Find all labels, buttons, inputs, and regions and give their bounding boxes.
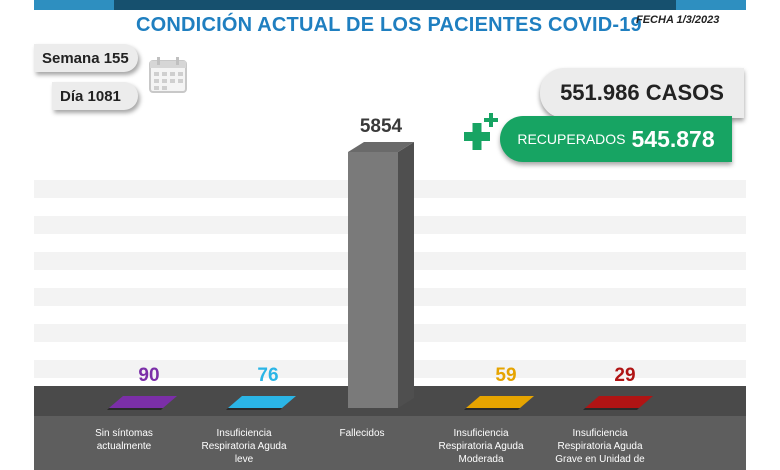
chart-base <box>34 416 746 470</box>
day-text: Día 1081 <box>60 87 121 105</box>
bar-shadow <box>226 408 282 410</box>
week-text: Semana 155 <box>42 49 129 67</box>
recovered-label: RECUPERADOS <box>517 131 626 147</box>
bar <box>109 396 177 408</box>
bar-side <box>398 142 414 408</box>
report-date: FECHA 1/3/2023 <box>636 14 720 26</box>
bar <box>585 396 653 408</box>
recovered-badge: RECUPERADOS 545.878 <box>500 116 732 162</box>
banner-decoration-right <box>676 0 746 10</box>
recovered-value: 545.878 <box>631 125 715 152</box>
bar-shadow <box>107 408 163 410</box>
plus-icon <box>464 113 498 150</box>
data-label: 90 <box>138 365 159 386</box>
bar <box>348 152 398 408</box>
data-label: 29 <box>614 365 635 386</box>
bar-shadow <box>464 408 520 410</box>
page-title: CONDICIÓN ACTUAL DE LOS PACIENTES COVID-… <box>136 14 642 36</box>
data-label: 76 <box>257 365 278 386</box>
calendar-icon <box>149 57 187 93</box>
top-banner <box>34 0 746 10</box>
banner-decoration-left <box>34 0 114 10</box>
category-label: Insuficiencia Respiratoria Aguda Grave e… <box>555 428 645 465</box>
data-label: 59 <box>495 365 516 386</box>
bar-shadow <box>583 408 639 410</box>
data-label: 5854 <box>360 116 403 137</box>
category-label: Insuficiencia Respiratoria Aguda leve <box>201 428 287 465</box>
bar <box>466 396 534 408</box>
week-badge: Semana 155 <box>34 44 138 72</box>
total-cases-text: 551.986 CASOS <box>560 80 724 105</box>
category-label: Fallecidos <box>339 428 385 439</box>
bar-top <box>348 142 414 152</box>
category-label: Insuficiencia Respiratoria Aguda Moderad… <box>438 428 524 465</box>
bar <box>228 396 296 408</box>
total-cases-badge: 551.986 CASOS <box>540 68 744 118</box>
category-label: Sin síntomas actualmente <box>95 428 153 452</box>
day-badge: Día 1081 <box>52 82 138 110</box>
